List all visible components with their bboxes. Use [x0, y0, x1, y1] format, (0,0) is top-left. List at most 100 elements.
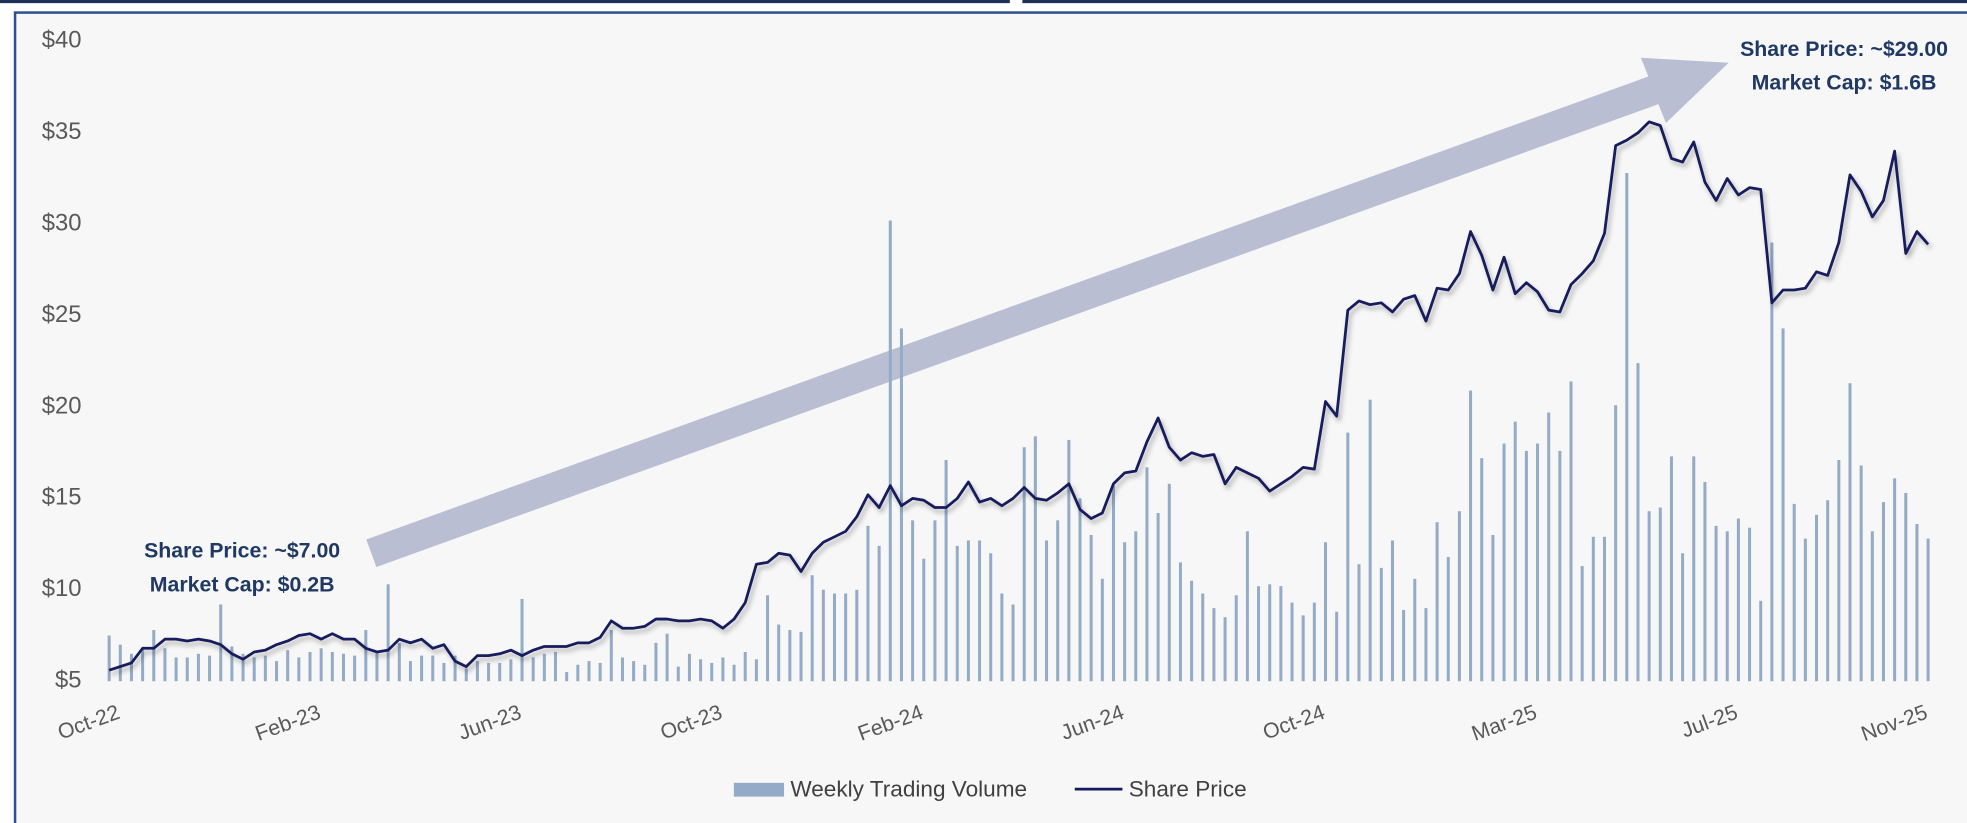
volume-bar	[509, 659, 513, 682]
volume-bar	[1915, 524, 1919, 682]
volume-bar	[364, 630, 368, 682]
volume-bar	[1033, 436, 1037, 682]
volume-bar	[1536, 443, 1540, 682]
legend-label: Weekly Trading Volume	[790, 776, 1027, 801]
volume-bar	[1502, 443, 1506, 682]
volume-bar	[598, 662, 602, 682]
volume-bar	[208, 655, 212, 682]
volume-bar	[1335, 611, 1339, 682]
volume-bar	[922, 558, 926, 682]
volume-bar	[743, 651, 747, 682]
volume-bar	[1558, 450, 1562, 682]
volume-bar	[1279, 586, 1283, 682]
volume-bar	[1904, 492, 1908, 682]
volume-bar	[1078, 498, 1082, 682]
y-tick-label: $35	[42, 118, 82, 145]
volume-bar	[944, 460, 948, 682]
volume-bar	[297, 657, 301, 682]
volume-bar	[196, 653, 200, 682]
volume-bar	[308, 651, 312, 682]
volume-bar	[1312, 602, 1316, 682]
volume-bar	[1167, 483, 1171, 682]
volume-bar	[1625, 173, 1629, 682]
volume-bar	[877, 545, 881, 682]
volume-bar	[676, 666, 680, 682]
volume-bar	[1190, 580, 1194, 682]
volume-bar	[353, 655, 357, 682]
volume-bar	[1402, 609, 1406, 682]
volume-bar	[141, 648, 145, 682]
y-tick-label: $10	[42, 575, 82, 602]
volume-bar	[754, 659, 758, 682]
volume-bar	[330, 651, 334, 682]
volume-bar	[107, 635, 111, 682]
volume-bar	[1469, 390, 1473, 682]
volume-bar	[1636, 363, 1640, 682]
volume-bar	[174, 657, 178, 682]
annotation: Market Cap: $1.6B	[1752, 71, 1937, 95]
volume-bar	[665, 633, 669, 682]
volume-bar	[1290, 602, 1294, 682]
volume-bar	[1826, 500, 1830, 682]
volume-bar	[1837, 460, 1841, 682]
volume-bar	[1212, 608, 1216, 682]
volume-bar	[442, 662, 446, 682]
volume-bar	[1669, 456, 1673, 682]
volume-bar	[1346, 432, 1350, 682]
volume-bar	[699, 659, 703, 682]
volume-bar	[531, 657, 535, 682]
legend-label: Share Price	[1129, 776, 1247, 801]
volume-bar	[1770, 242, 1774, 682]
volume-bar	[420, 655, 424, 682]
volume-bar	[1781, 328, 1785, 682]
volume-bar	[163, 648, 167, 682]
volume-bar	[431, 655, 435, 682]
y-tick-label: $40	[42, 27, 82, 54]
volume-bar	[1759, 600, 1763, 682]
volume-bar	[275, 661, 279, 682]
y-tick-label: $30	[42, 210, 82, 237]
y-tick-label: $20	[42, 392, 82, 419]
volume-bar	[844, 593, 848, 682]
volume-bar	[1893, 478, 1897, 682]
annotation: Share Price: ~$7.00	[144, 539, 340, 563]
volume-bar	[966, 540, 970, 682]
volume-bar	[263, 655, 267, 682]
legend-swatch	[733, 782, 785, 797]
volume-bar	[766, 595, 770, 682]
volume-bar	[989, 553, 993, 682]
volume-bar	[1848, 383, 1852, 682]
volume-bar	[1257, 586, 1261, 682]
volume-bar	[933, 520, 937, 682]
volume-bar	[1435, 522, 1439, 682]
volume-bar	[475, 661, 479, 682]
volume-bar	[1547, 412, 1551, 682]
volume-bar	[1301, 615, 1305, 682]
volume-bar	[1201, 593, 1205, 682]
annotation: Market Cap: $0.2B	[150, 572, 335, 596]
volume-bar	[1056, 520, 1060, 682]
price-line	[108, 120, 1930, 672]
volume-bar	[777, 624, 781, 682]
volume-bar	[1156, 513, 1160, 682]
volume-bar	[1803, 538, 1807, 682]
volume-bar	[620, 657, 624, 682]
volume-bar	[687, 653, 691, 682]
volume-bar	[632, 661, 636, 682]
volume-bar	[788, 630, 792, 682]
volume-bar	[1681, 553, 1685, 682]
volume-bar	[464, 668, 468, 682]
volume-bar	[1357, 564, 1361, 682]
volume-bar	[609, 630, 613, 682]
volume-bar	[1480, 458, 1484, 682]
volume-bar	[565, 672, 569, 682]
volume-bar	[654, 642, 658, 682]
volume-bar	[1658, 507, 1662, 682]
volume-bar	[1011, 604, 1015, 682]
volume-bar	[1390, 540, 1394, 682]
volume-bar	[1614, 405, 1618, 682]
volume-bar	[520, 598, 524, 682]
volume-bar	[1134, 531, 1138, 682]
volume-bar	[721, 657, 725, 682]
